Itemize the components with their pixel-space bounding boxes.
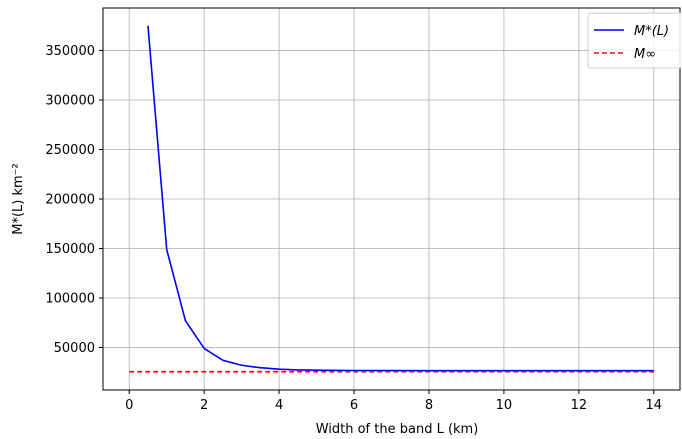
x-tick-label: 6 bbox=[350, 398, 358, 413]
grid-lines bbox=[103, 8, 680, 390]
x-tick-label: 0 bbox=[125, 398, 133, 413]
y-tick-label: 250000 bbox=[45, 143, 95, 158]
x-tick-label: 14 bbox=[645, 398, 662, 413]
y-tick-label: 150000 bbox=[45, 242, 95, 257]
y-tick-label: 50000 bbox=[54, 341, 95, 356]
series-lines bbox=[129, 25, 654, 373]
x-axis-label: Width of the band L (km) bbox=[316, 422, 479, 437]
y-axis-label: M*(L) km⁻² bbox=[11, 163, 26, 235]
x-tick-label: 10 bbox=[496, 398, 513, 413]
legend-label-series-1: M∞ bbox=[634, 47, 656, 62]
x-tick-label: 8 bbox=[425, 398, 433, 413]
x-axis-ticks: 0 2 4 6 8 10 12 14 bbox=[125, 390, 662, 413]
legend-box bbox=[587, 12, 682, 69]
x-tick-label: 12 bbox=[571, 398, 588, 413]
x-tick-label: 4 bbox=[275, 398, 283, 413]
legend: M*(L) M∞ bbox=[587, 12, 682, 69]
y-tick-label: 300000 bbox=[45, 94, 95, 109]
legend-label-series-0: M*(L) bbox=[634, 24, 669, 39]
y-tick-label: 350000 bbox=[45, 44, 95, 59]
y-tick-label: 100000 bbox=[45, 291, 95, 306]
y-axis-ticks: 50000 100000 150000 200000 250000 300000 35000… bbox=[45, 44, 103, 356]
x-tick-label: 2 bbox=[200, 398, 208, 413]
series-line-0 bbox=[147, 25, 654, 372]
y-tick-label: 200000 bbox=[45, 193, 95, 208]
